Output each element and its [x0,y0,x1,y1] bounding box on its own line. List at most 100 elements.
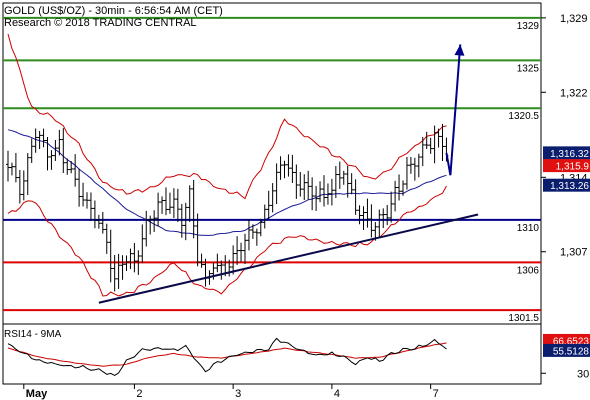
chart-credit: Research © 2018 TRADING CENTRAL [4,17,197,29]
price-bar [290,154,295,183]
x-tick-label: 2 [136,388,142,400]
y-tick-label: 1,322 [560,87,588,99]
price-bar [270,183,275,213]
price-bar [167,192,172,214]
price-bar [21,170,26,201]
rsi-panel-frame [2,323,542,385]
price-bar [262,204,267,229]
price-bar [294,164,299,199]
price-bar [274,163,279,205]
price-bar [156,192,161,227]
rsi-layer [7,337,447,376]
price-bar [183,202,188,241]
price-bar [404,156,409,190]
price-bar [377,209,382,239]
price-bar [191,180,196,239]
price-bar [6,150,10,182]
price-value-tag-0-box [543,146,590,160]
price-bar [140,224,145,263]
price-value-tag-0-label: 1,316.32 [550,149,589,160]
price-bar [436,128,441,148]
price-bar [349,173,354,195]
rsi-y-tick-label: 30 [577,368,589,380]
level-label-1310: 1310 [517,223,540,234]
price-bar [96,214,101,229]
price-bar [53,139,58,161]
price-bar [397,174,402,201]
price-bar [9,162,14,176]
price-bar [333,166,338,199]
price-bar [61,128,66,173]
price-bar [393,180,398,212]
price-bar [219,260,224,280]
price-bar [381,208,386,229]
price-bar [179,203,184,238]
level-label-1329: 1329 [517,21,540,32]
x-tick-label: May [26,388,48,400]
price-bar [365,198,370,228]
price-bar [112,255,117,292]
price-bar [243,233,247,265]
price-bar [148,215,153,235]
price-bar [164,187,168,216]
price-bar [49,150,54,170]
price-bar [41,128,46,148]
price-bar [416,153,421,178]
moving-average-line [7,129,447,236]
price-bar [152,210,157,233]
price-value-tag-1-label: 1,315.9 [556,162,590,173]
price-bar [88,192,93,221]
price-bar [246,218,251,251]
price-bar [337,161,342,189]
bands-layer [7,33,447,297]
y-tick-label: 1,307 [560,247,588,259]
price-bar [199,253,204,268]
price-bar [160,196,165,214]
price-bar [357,205,362,225]
price-value-tag-2-box [543,178,590,192]
price-bar [100,211,105,234]
price-bars [6,123,449,292]
price-bar [254,228,259,246]
rsi-value-tag-1-box [543,343,590,357]
price-bar [385,204,390,226]
price-bar [57,129,62,156]
y-tick-label: 1,329 [560,13,588,25]
price-bar [353,179,358,215]
price-bar [266,190,271,219]
price-bar [278,156,283,180]
price-bar [231,245,236,275]
price-bar [250,224,255,239]
rsi-value-tag-0-box [543,333,590,347]
x-tick-label: 7 [433,388,439,400]
bollinger-upper-line [7,33,447,200]
price-bar [369,204,374,238]
price-bar [286,154,291,177]
price-bar [302,174,307,200]
levels-layer: 1329 1325 1320.5 1310 1306 1301.5 [3,16,541,324]
price-bar [341,170,346,185]
price-bar [258,218,263,237]
price-bar [239,242,244,262]
support-trendline [98,213,479,304]
x-tick-label: 3 [235,388,241,400]
rsi-panel-title: RSI14 - 9MA [4,329,62,340]
price-bar [235,236,240,265]
price-value-tag-1-box [543,159,590,173]
price-bar [171,188,176,218]
price-bar [104,223,109,254]
price-bar [195,213,200,267]
overlay-layer [98,44,479,304]
price-bar [175,188,180,222]
price-bar [298,172,303,197]
rsi-ma-line [7,342,447,367]
price-bar [29,138,34,164]
price-bar [428,137,433,154]
price-bar [120,255,125,280]
price-bar [45,136,50,171]
price-bar [37,130,42,150]
price-bar [389,191,394,223]
price-bar [215,253,220,273]
